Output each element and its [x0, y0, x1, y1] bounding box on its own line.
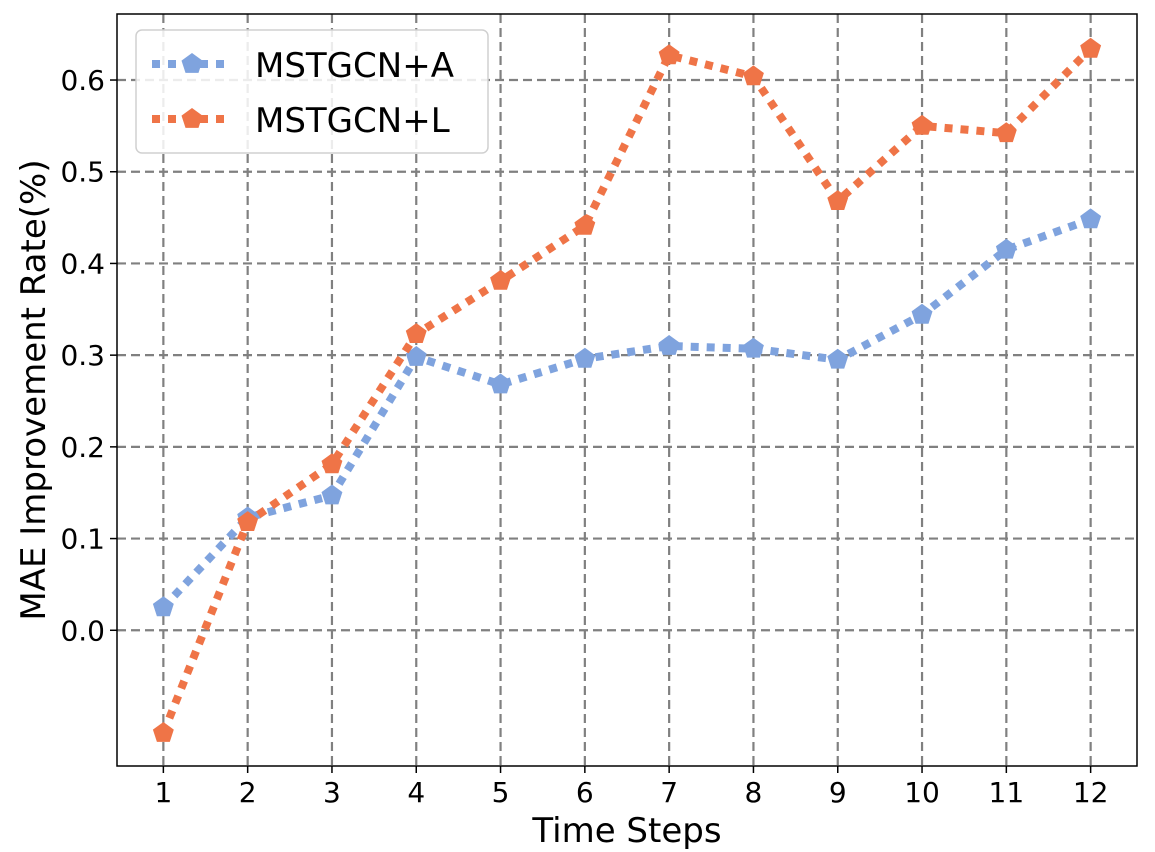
data-point — [995, 238, 1017, 259]
series-mstgcn-l — [152, 37, 1102, 742]
x-tick-label: 5 — [492, 776, 510, 809]
data-point — [1080, 37, 1102, 58]
data-point — [405, 323, 427, 343]
x-tick-label: 4 — [407, 776, 425, 809]
data-point — [152, 596, 174, 617]
data-point — [490, 269, 511, 290]
data-point — [911, 303, 933, 324]
series-line — [160, 215, 1092, 611]
y-tick-label: 0.4 — [60, 247, 105, 280]
x-tick-label: 1 — [154, 776, 172, 809]
data-point — [237, 511, 259, 531]
legend-entries — [152, 53, 232, 128]
data-point — [743, 65, 764, 86]
x-tick-label: 6 — [576, 776, 594, 809]
data-point — [658, 44, 680, 65]
y-axis-ticks: 0.0 0.1 0.2 0.3 0.4 0.5 0.6 — [60, 64, 117, 647]
data-point — [321, 453, 343, 474]
legend-label-mstgcn-a: MSTGCN+A — [255, 46, 454, 86]
data-point — [995, 122, 1017, 143]
data-point — [911, 114, 933, 135]
data-point — [658, 335, 680, 355]
data-point — [743, 337, 764, 358]
legend: MSTGCN+A MSTGCN+L — [135, 29, 489, 154]
legend-label-mstgcn-l: MSTGCN+L — [255, 101, 450, 141]
data-point — [1080, 208, 1102, 229]
data-point — [152, 722, 174, 742]
y-tick-label: 0.6 — [60, 64, 105, 97]
grid — [117, 14, 1137, 766]
x-tick-label: 12 — [1073, 776, 1109, 809]
y-tick-label: 0.3 — [60, 339, 105, 372]
y-axis-title: MAE Improvement Rate(%) — [14, 159, 54, 620]
data-point — [490, 373, 511, 394]
y-tick-label: 0.2 — [60, 431, 105, 464]
x-tick-label: 3 — [323, 776, 341, 809]
x-tick-label: 11 — [989, 776, 1025, 809]
plot-frame — [116, 13, 1138, 767]
data-point — [405, 346, 427, 366]
series-layer — [152, 37, 1102, 742]
series-line — [159, 45, 1094, 735]
x-tick-label: 7 — [660, 776, 678, 809]
y-tick-label: 0.0 — [60, 614, 105, 647]
data-point — [827, 190, 849, 210]
legend-marker — [181, 53, 203, 73]
data-point — [827, 348, 849, 369]
y-tick-label: 0.1 — [60, 523, 105, 556]
x-tick-label: 2 — [239, 776, 257, 809]
y-tick-label: 0.5 — [60, 156, 105, 189]
x-axis-ticks: 1 2 3 4 5 6 7 8 9 10 11 12 — [154, 766, 1108, 809]
x-tick-label: 8 — [745, 776, 763, 809]
data-point — [321, 484, 343, 505]
data-point — [574, 347, 596, 368]
data-point — [574, 214, 596, 235]
x-tick-label: 9 — [829, 776, 847, 809]
legend-marker — [181, 108, 203, 128]
x-axis-title: Time Steps — [531, 811, 721, 851]
x-tick-label: 10 — [904, 776, 940, 809]
